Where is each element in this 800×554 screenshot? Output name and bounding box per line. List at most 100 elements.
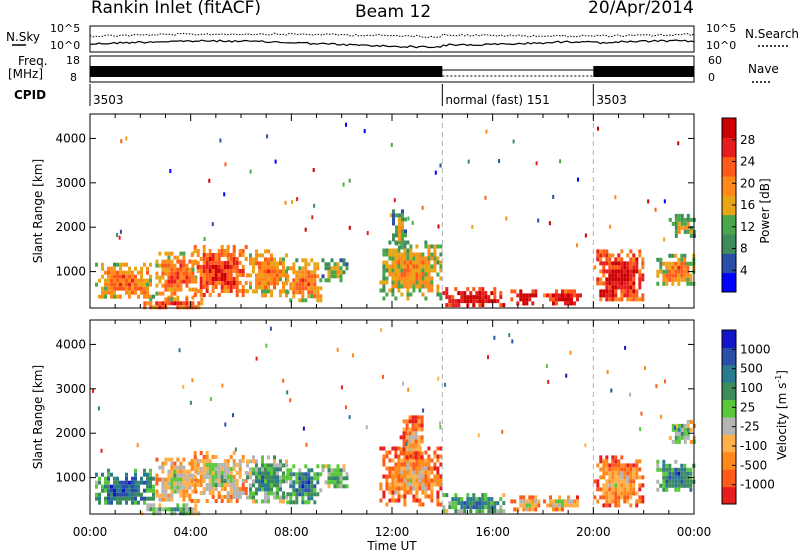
- scatter-cell: [241, 459, 245, 463]
- scatter-cell: [211, 265, 215, 269]
- scatter-cell: [641, 257, 645, 262]
- scatter-cell: [427, 248, 431, 253]
- scatter-cell: [397, 490, 401, 495]
- scatter-cell: [472, 501, 476, 506]
- scatter-cell: [120, 139, 123, 144]
- scatter-cell: [418, 502, 422, 507]
- scatter-cell: [397, 284, 401, 289]
- scatter-cell: [324, 278, 328, 283]
- scatter-cell: [421, 260, 425, 265]
- scatter-cell: [418, 256, 422, 261]
- scatter-cell: [214, 253, 218, 257]
- scatter-cell: [522, 301, 526, 306]
- scatter-cell: [620, 269, 624, 274]
- scatter-cell: [677, 439, 681, 444]
- scatter-cell: [211, 285, 215, 289]
- scatter-cell: [502, 303, 506, 308]
- scatter-cell: [273, 257, 276, 262]
- scatter-cell: [457, 303, 461, 308]
- scatter-cell: [484, 291, 488, 296]
- scatter-cell: [558, 293, 561, 298]
- scatter-cell: [493, 299, 497, 304]
- scatter-cell: [400, 268, 404, 273]
- scatter-cell: [402, 435, 406, 440]
- scatter-cell: [403, 470, 407, 475]
- scatter-cell: [295, 496, 299, 501]
- scatter-cell: [191, 275, 195, 280]
- scatter-cell: [292, 290, 296, 295]
- scatter-cell: [388, 272, 392, 277]
- scatter-cell: [185, 489, 189, 494]
- scatter-cell: [406, 486, 410, 491]
- scatter-cell: [264, 475, 267, 480]
- scatter-cell: [522, 297, 526, 302]
- scatter-cell: [214, 257, 218, 261]
- scatter-cell: [113, 266, 116, 271]
- scatter-cell: [232, 277, 236, 281]
- scatter-cell: [319, 298, 323, 303]
- scatter-cell: [552, 293, 555, 298]
- scatter-cell: [155, 291, 159, 296]
- scatter-cell: [158, 497, 162, 502]
- scatter-cell: [466, 497, 470, 502]
- scatter-cell: [674, 467, 678, 472]
- scatter-cell: [608, 285, 612, 290]
- scatter-cell: [576, 297, 579, 302]
- scatter-cell: [608, 467, 612, 472]
- scatter-cell: [400, 462, 404, 467]
- scatter-cell: [665, 265, 669, 270]
- scatter-cell: [584, 233, 587, 238]
- scatter-cell: [614, 195, 617, 200]
- scatter-cell: [534, 507, 538, 512]
- scatter-cell: [167, 259, 171, 264]
- scatter-cell: [677, 217, 681, 222]
- noise-right-tick-bottom: 10^0: [706, 39, 736, 52]
- scatter-cell: [179, 267, 183, 272]
- scatter-cell: [167, 485, 171, 490]
- scatter-cell: [623, 285, 627, 290]
- scatter-cell: [286, 472, 290, 477]
- scatter-cell: [131, 484, 134, 489]
- scatter-cell: [134, 500, 137, 505]
- scatter-cell: [191, 271, 195, 276]
- scatter-cell: [382, 272, 386, 277]
- scatter-cell: [164, 507, 168, 512]
- scatter-cell: [606, 370, 609, 375]
- scatter-cell: [608, 297, 612, 302]
- scatter-cell: [191, 473, 195, 478]
- colorbar-swatch: [722, 469, 736, 488]
- scatter-cell: [608, 257, 612, 262]
- scatter-cell: [179, 287, 183, 292]
- scatter-cell: [196, 249, 200, 253]
- scatter-cell: [454, 287, 458, 292]
- scatter-cell: [295, 258, 299, 263]
- scatter-cell: [196, 269, 200, 273]
- scatter-cell: [176, 267, 180, 272]
- scatter-cell: [430, 244, 434, 249]
- scatter-cell: [143, 290, 146, 295]
- scatter-cell: [596, 281, 600, 286]
- scatter-cell: [261, 459, 264, 464]
- scatter-cell: [608, 499, 612, 504]
- scatter-cell: [226, 463, 230, 467]
- scatter-cell: [421, 280, 425, 285]
- scatter-cell: [255, 467, 258, 472]
- scatter-cell: [605, 479, 609, 484]
- scatter-cell: [185, 283, 189, 288]
- y-tick-label: 4000: [55, 131, 86, 145]
- scatter-cell: [567, 301, 570, 306]
- scatter-cell: [110, 492, 113, 497]
- scatter-cell: [173, 469, 177, 474]
- scatter-cell: [400, 284, 404, 289]
- scatter-cell: [107, 286, 110, 291]
- scatter-cell: [140, 480, 143, 485]
- scatter-cell: [466, 501, 470, 506]
- scatter-cell: [158, 493, 162, 498]
- scatter-cell: [674, 479, 678, 484]
- scatter-cell: [424, 240, 428, 245]
- scatter-cell: [656, 467, 660, 472]
- scatter-cell: [620, 479, 624, 484]
- scatter-cell: [220, 249, 224, 253]
- scatter-cell: [403, 458, 407, 463]
